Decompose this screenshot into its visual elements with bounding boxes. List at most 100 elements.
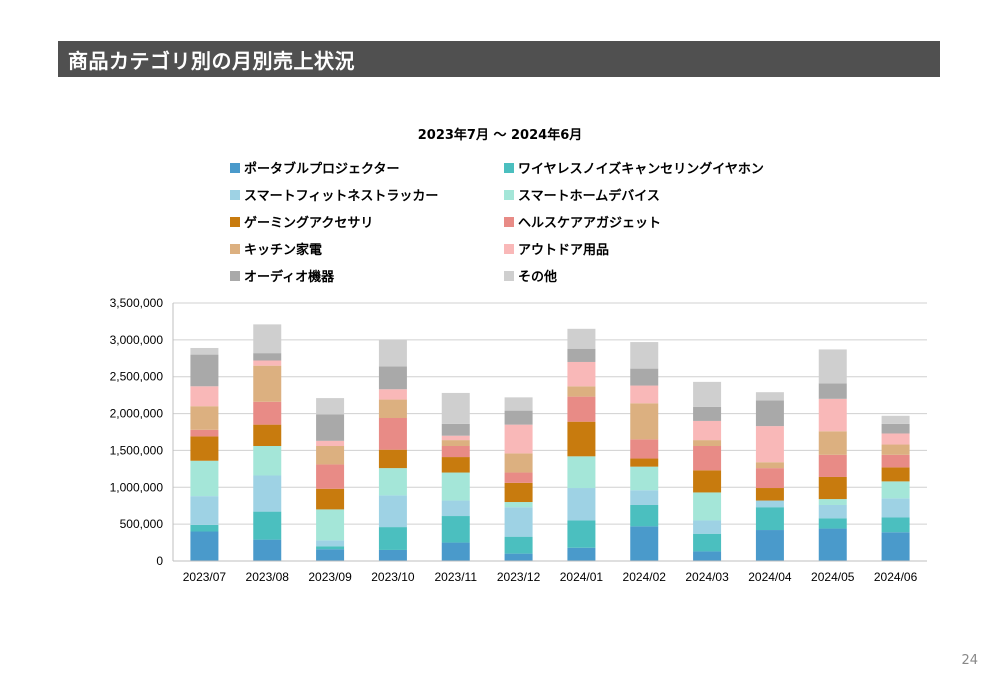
bar-segment	[630, 342, 659, 369]
bar-segment	[190, 496, 219, 525]
bar-segment	[190, 354, 219, 387]
bar-segment	[504, 424, 533, 454]
bar-segment	[441, 542, 470, 561]
bar-segment	[190, 524, 219, 532]
legend-swatch	[504, 270, 514, 281]
x-tick-label: 2024/01	[560, 570, 604, 584]
bar-segment	[755, 392, 784, 401]
bar-segment	[253, 353, 282, 361]
bar-segment	[316, 440, 345, 447]
bar-segment	[504, 472, 533, 483]
bar-segment	[818, 398, 847, 432]
bar-segment	[253, 446, 282, 476]
bar-segment	[881, 415, 910, 424]
x-tick-label: 2024/04	[748, 570, 792, 584]
slide-title: 商品カテゴリ別の月別売上状況	[68, 48, 355, 73]
y-tick-label: 2,500,000	[110, 370, 164, 384]
y-tick-label: 3,000,000	[110, 333, 164, 347]
bar-segment	[755, 507, 784, 531]
bar-segment	[316, 546, 345, 550]
bar-segment	[316, 414, 345, 441]
bar-segment	[881, 423, 910, 434]
bar-segment	[818, 476, 847, 500]
bar-segment	[441, 435, 470, 441]
bar-segment	[755, 500, 784, 508]
chart-title: 2023年7月 ～ 2024年6月	[417, 128, 583, 143]
bar-segment	[253, 365, 282, 402]
bar-segment	[693, 520, 722, 534]
bar-segment	[567, 386, 596, 397]
bar-segment	[630, 385, 659, 404]
bar-segment	[818, 349, 847, 384]
bar-segment	[504, 397, 533, 411]
bar-segment	[441, 457, 470, 473]
bar-segment	[630, 458, 659, 467]
bar-segment	[190, 386, 219, 407]
bar-segment	[693, 440, 722, 447]
bar-segment	[755, 462, 784, 469]
legend-swatch	[230, 216, 240, 227]
legend-item: スマートフィットネストラッカー	[230, 185, 438, 204]
bar-segment	[316, 540, 345, 547]
bar-segment	[567, 348, 596, 362]
bar-segment	[378, 468, 407, 496]
legend-item: ワイヤレスノイズキャンセリングイヤホン	[504, 158, 764, 177]
bar-segment	[630, 490, 659, 505]
bar-segment	[316, 488, 345, 510]
legend-swatch	[504, 243, 514, 254]
bar-segment	[693, 533, 722, 552]
legend-label: キッチン家電	[244, 243, 323, 258]
bar-segment	[693, 446, 722, 471]
bar-segment	[818, 454, 847, 477]
legend-label: アウトドア用品	[518, 243, 610, 258]
bar-segment	[378, 449, 407, 469]
bar-segment	[504, 536, 533, 554]
legend-label: スマートフィットネストラッカー	[244, 189, 439, 204]
bar-segment	[755, 400, 784, 427]
bar-segment	[567, 421, 596, 457]
bar-segment	[253, 360, 282, 366]
bar-segment	[567, 456, 596, 489]
bar-segment	[504, 502, 533, 508]
bar-segment	[630, 403, 659, 440]
x-tick-label: 2024/02	[623, 570, 667, 584]
legend-item: オーディオ機器	[230, 266, 334, 285]
legend-label: スマートホームデバイス	[518, 189, 660, 204]
bar-segment	[316, 509, 345, 541]
bar-segment	[693, 420, 722, 441]
legend-label: ポータブルプロジェクター	[244, 162, 400, 177]
bar-segment	[504, 453, 533, 473]
legend-swatch	[504, 162, 514, 173]
x-tick-label: 2024/05	[811, 570, 855, 584]
x-tick-label: 2023/10	[371, 570, 415, 584]
page-number: 24	[961, 653, 978, 668]
bar-segment	[818, 383, 847, 399]
legend-swatch	[504, 189, 514, 200]
legend-swatch	[230, 243, 240, 254]
bar-segment	[630, 504, 659, 527]
bar-segment	[567, 361, 596, 387]
bar-segment	[818, 431, 847, 455]
bar-segment	[881, 517, 910, 533]
y-tick-label: 3,500,000	[110, 296, 164, 310]
y-tick-label: 1,000,000	[110, 480, 164, 494]
bar-segment	[818, 528, 847, 561]
bar-segment	[190, 429, 219, 437]
bar-segment	[630, 368, 659, 386]
y-tick-label: 1,500,000	[110, 443, 164, 457]
bar-segment	[567, 488, 596, 521]
legend-swatch	[230, 189, 240, 200]
bar-segment	[441, 500, 470, 517]
bar-segment	[190, 406, 219, 430]
bar-segment	[378, 399, 407, 418]
bar-segment	[630, 439, 659, 459]
bar-segment	[567, 520, 596, 548]
bar-segment	[190, 347, 219, 355]
bar-segment	[881, 433, 910, 445]
bar-segment	[378, 527, 407, 550]
slide-title-bar: 商品カテゴリ別の月別売上状況	[58, 41, 940, 77]
y-tick-label: 2,000,000	[110, 407, 164, 421]
bar-segment	[253, 475, 282, 512]
bar-segment	[881, 532, 910, 561]
legend-label: その他	[518, 270, 558, 285]
